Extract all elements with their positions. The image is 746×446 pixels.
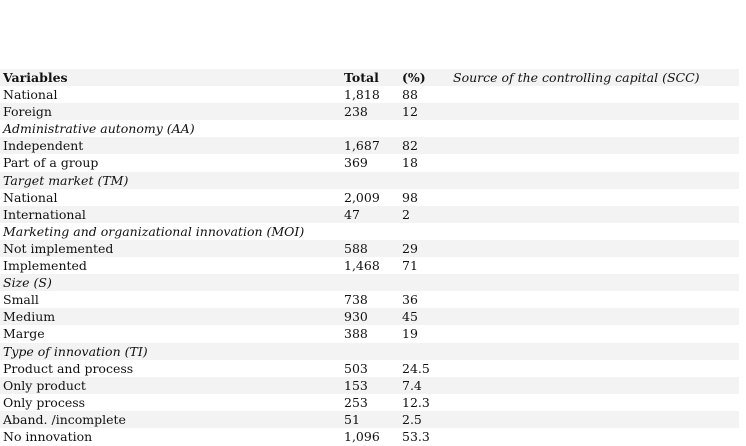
total-cell: 238: [344, 104, 368, 120]
total-cell: 1,468: [344, 258, 380, 274]
percent-cell: 12.3: [402, 394, 430, 410]
percent-cell: 88: [402, 87, 418, 103]
header-row: Variables Total (%) Source of the contro…: [0, 69, 739, 87]
data-row: Medium 930 45: [0, 308, 739, 326]
total-cell: 388: [344, 326, 368, 342]
percent-cell: 2.5: [402, 411, 422, 427]
section-label: Target market (TM): [3, 172, 129, 188]
data-row: Part of a group 369 18: [0, 154, 739, 171]
header-cell: Source of the controlling capital (SCC): [453, 70, 700, 85]
percent-cell: 36: [402, 292, 418, 308]
header-cell: Total: [344, 70, 379, 85]
total-cell: 153: [344, 377, 368, 393]
total-cell: 47: [344, 206, 360, 222]
row-label: National: [3, 189, 58, 205]
header-cell: Variables: [3, 70, 68, 85]
percent-cell: 45: [402, 309, 418, 325]
total-cell: 253: [344, 394, 368, 410]
data-row: Product and process 503 24.5: [0, 360, 739, 377]
row-label: Marge: [3, 326, 45, 342]
total-cell: 930: [344, 309, 368, 325]
table: Variables Total (%) Source of the contro…: [0, 69, 739, 445]
row-label: Foreign: [3, 104, 52, 120]
section-row: Size (S): [0, 274, 739, 292]
percent-cell: 53.3: [402, 428, 430, 444]
section-label: Administrative autonomy (AA): [3, 121, 195, 137]
total-cell: 51: [344, 411, 360, 427]
total-cell: 738: [344, 292, 368, 308]
percent-cell: 18: [402, 155, 418, 171]
percent-cell: 19: [402, 326, 418, 342]
row-label: Only process: [3, 394, 86, 410]
data-row: Only product 153 7.4: [0, 376, 739, 394]
row-label: Product and process: [3, 360, 134, 376]
percent-cell: 29: [402, 240, 418, 256]
section-label: Marketing and organizational innovation …: [3, 223, 305, 239]
row-label: No innovation: [3, 428, 93, 444]
section-row: Marketing and organizational innovation …: [0, 223, 739, 240]
percent-cell: 24.5: [402, 360, 430, 376]
row-label: Medium: [3, 309, 56, 325]
data-row: Independent 1,687 82: [0, 137, 739, 155]
row-label: Implemented: [3, 258, 87, 274]
section-row: Type of innovation (TI): [0, 342, 739, 360]
total-cell: 1,096: [344, 428, 380, 444]
row-label: International: [3, 206, 86, 222]
data-row: International 47 2: [0, 205, 739, 223]
percent-cell: 71: [402, 258, 418, 274]
data-row: Small 738 36: [0, 291, 739, 308]
total-cell: 503: [344, 360, 368, 376]
row-label: Only product: [3, 377, 86, 393]
total-cell: 369: [344, 155, 368, 171]
row-label: Part of a group: [3, 155, 99, 171]
data-row: No innovation 1,096 53.3: [0, 428, 739, 445]
total-cell: 1,687: [344, 138, 380, 154]
percent-cell: 2: [402, 206, 410, 222]
total-cell: 2,009: [344, 189, 380, 205]
data-row: National 2,009 98: [0, 189, 739, 206]
percent-cell: 98: [402, 189, 418, 205]
row-label: Not implemented: [3, 240, 114, 256]
section-row: Administrative autonomy (AA): [0, 120, 739, 137]
row-label: Aband. /incomplete: [3, 411, 126, 427]
data-row: Only process 253 12.3: [0, 394, 739, 411]
percent-cell: 82: [402, 138, 418, 154]
percent-cell: 12: [402, 104, 418, 120]
percent-cell: 7.4: [402, 377, 422, 393]
total-cell: 588: [344, 240, 368, 256]
data-row: Aband. /incomplete 51 2.5: [0, 410, 739, 428]
data-row: Not implemented 588 29: [0, 239, 739, 258]
data-row: Implemented 1,468 71: [0, 257, 739, 274]
data-row: Marge 388 19: [0, 325, 739, 342]
data-row: Foreign 238 12: [0, 103, 739, 121]
section-label: Size (S): [3, 275, 52, 291]
row-label: Small: [3, 292, 39, 308]
data-row: National 1,818 88: [0, 86, 739, 103]
section-row: Target market (TM): [0, 171, 739, 189]
section-label: Type of innovation (TI): [3, 343, 148, 359]
row-label: National: [3, 87, 58, 103]
header-cell: (%): [402, 70, 426, 85]
total-cell: 1,818: [344, 87, 380, 103]
row-label: Independent: [3, 138, 84, 154]
